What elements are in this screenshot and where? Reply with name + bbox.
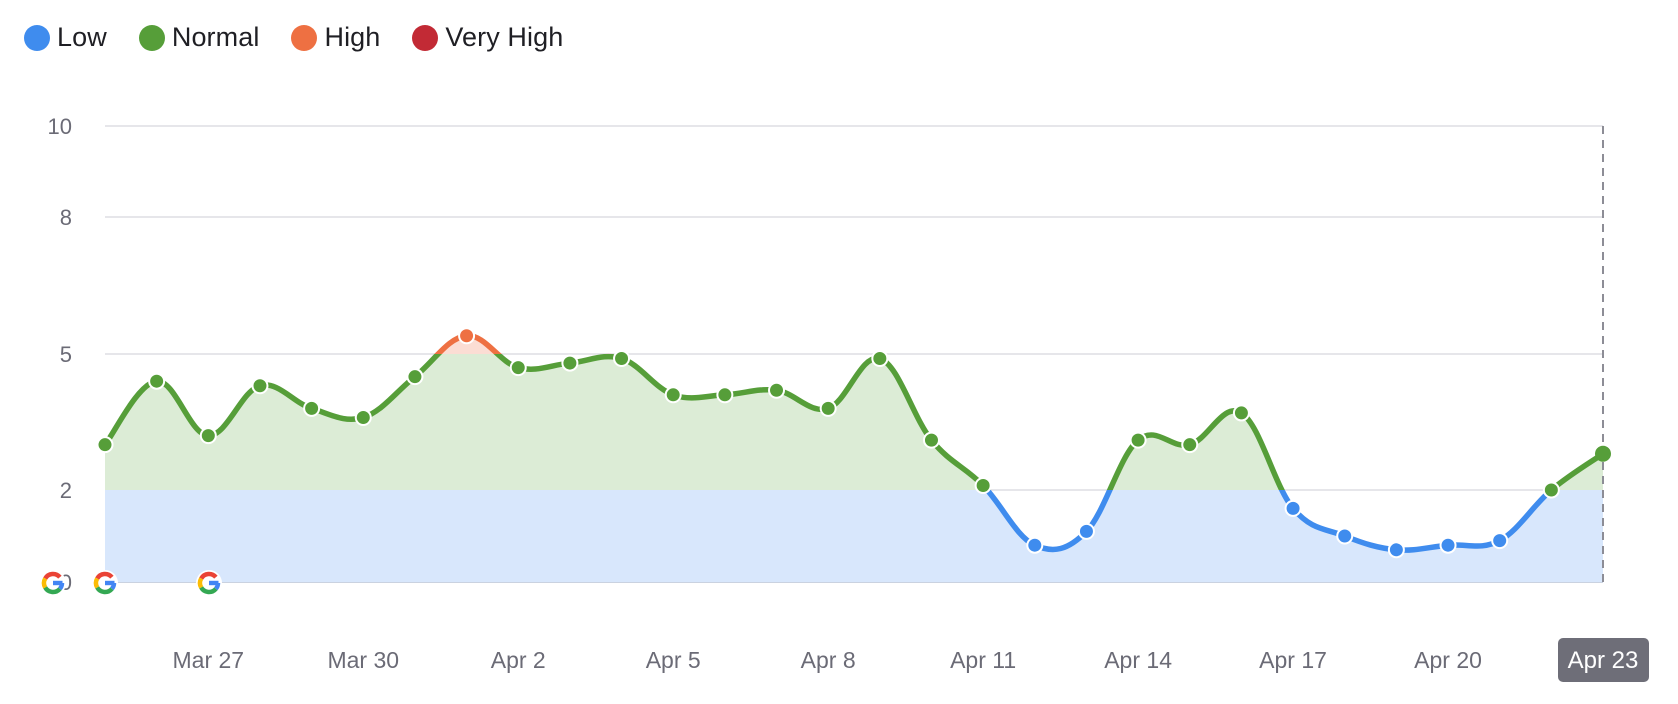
data-point[interactable]	[871, 350, 889, 368]
legend-label-normal: Normal	[171, 22, 260, 52]
y-tick-label: 2	[60, 478, 72, 503]
google-update-annotations	[40, 570, 222, 596]
data-point[interactable]	[96, 436, 114, 454]
google-g-icon[interactable]	[92, 570, 118, 596]
data-point[interactable]	[1491, 532, 1509, 550]
data-point[interactable]	[303, 399, 321, 417]
legend-item-high[interactable]: High	[291, 22, 380, 53]
area-band	[438, 335, 498, 354]
x-tick-label: Apr 2	[491, 647, 546, 673]
data-point[interactable]	[1439, 536, 1457, 554]
data-point[interactable]	[458, 327, 476, 345]
legend-label-very-high: Very High	[445, 22, 564, 52]
legend-label-high: High	[324, 22, 381, 52]
legend-item-normal[interactable]: Normal	[138, 22, 260, 53]
data-point[interactable]	[354, 408, 372, 426]
x-axis: Mar 27 Mar 30 Apr 2 Apr 5 Apr 8 Apr 11 Apr 14 A…	[173, 638, 1649, 682]
x-tick-label: Apr 8	[801, 647, 856, 673]
legend-label-low: Low	[57, 22, 107, 52]
data-point[interactable]	[199, 427, 217, 445]
data-point[interactable]	[1542, 481, 1560, 499]
data-points	[96, 327, 1611, 559]
data-point[interactable]	[1387, 541, 1405, 559]
line-band	[983, 490, 1556, 553]
legend-dot-normal-icon	[138, 24, 165, 51]
data-point[interactable]	[148, 372, 166, 390]
y-tick-label: 8	[60, 205, 72, 230]
data-point[interactable]	[1336, 527, 1354, 545]
data-point[interactable]	[613, 350, 631, 368]
legend-item-very-high[interactable]: Very High	[412, 22, 563, 53]
y-tick-label: 10	[48, 114, 72, 139]
google-g-icon[interactable]	[40, 570, 66, 596]
area-band	[105, 490, 1603, 582]
data-point[interactable]	[1077, 522, 1095, 540]
area-fills	[105, 335, 1603, 582]
data-point[interactable]	[561, 354, 579, 372]
data-point[interactable]	[1232, 404, 1250, 422]
current-date-label: Apr 23	[1568, 647, 1639, 674]
legend-dot-very-high-icon	[412, 24, 439, 51]
line-band	[102, 354, 1605, 490]
y-axis: 025810	[48, 114, 72, 595]
area-band	[105, 354, 1603, 490]
data-point[interactable]	[1595, 445, 1611, 462]
data-point[interactable]	[922, 431, 940, 449]
current-date-badge	[1558, 638, 1649, 682]
legend-dot-high-icon	[291, 24, 318, 51]
data-point[interactable]	[768, 381, 786, 399]
chart-legend: Low Normal High Very High	[24, 22, 595, 53]
y-tick-label: 5	[60, 342, 72, 367]
series-line	[102, 332, 1605, 553]
x-tick-label: Apr 17	[1259, 647, 1327, 673]
data-point[interactable]	[819, 399, 837, 417]
data-point[interactable]	[509, 359, 527, 377]
data-point[interactable]	[664, 386, 682, 404]
data-point[interactable]	[1284, 499, 1302, 517]
x-tick-label: Mar 30	[327, 647, 399, 673]
x-tick-label: Mar 27	[173, 647, 245, 673]
data-point[interactable]	[406, 368, 424, 386]
data-point[interactable]	[1181, 436, 1199, 454]
data-point[interactable]	[1026, 536, 1044, 554]
x-tick-label: Apr 14	[1104, 647, 1172, 673]
x-tick-label: Apr 20	[1414, 647, 1482, 673]
legend-item-low[interactable]: Low	[24, 22, 107, 53]
google-g-icon[interactable]	[196, 570, 222, 596]
x-tick-label: Apr 5	[646, 647, 701, 673]
data-point[interactable]	[1129, 431, 1147, 449]
x-tick-label: Apr 11	[950, 647, 1016, 673]
data-point[interactable]	[974, 476, 992, 494]
data-point[interactable]	[716, 386, 734, 404]
legend-dot-low-icon	[24, 24, 50, 51]
data-point[interactable]	[251, 377, 269, 395]
